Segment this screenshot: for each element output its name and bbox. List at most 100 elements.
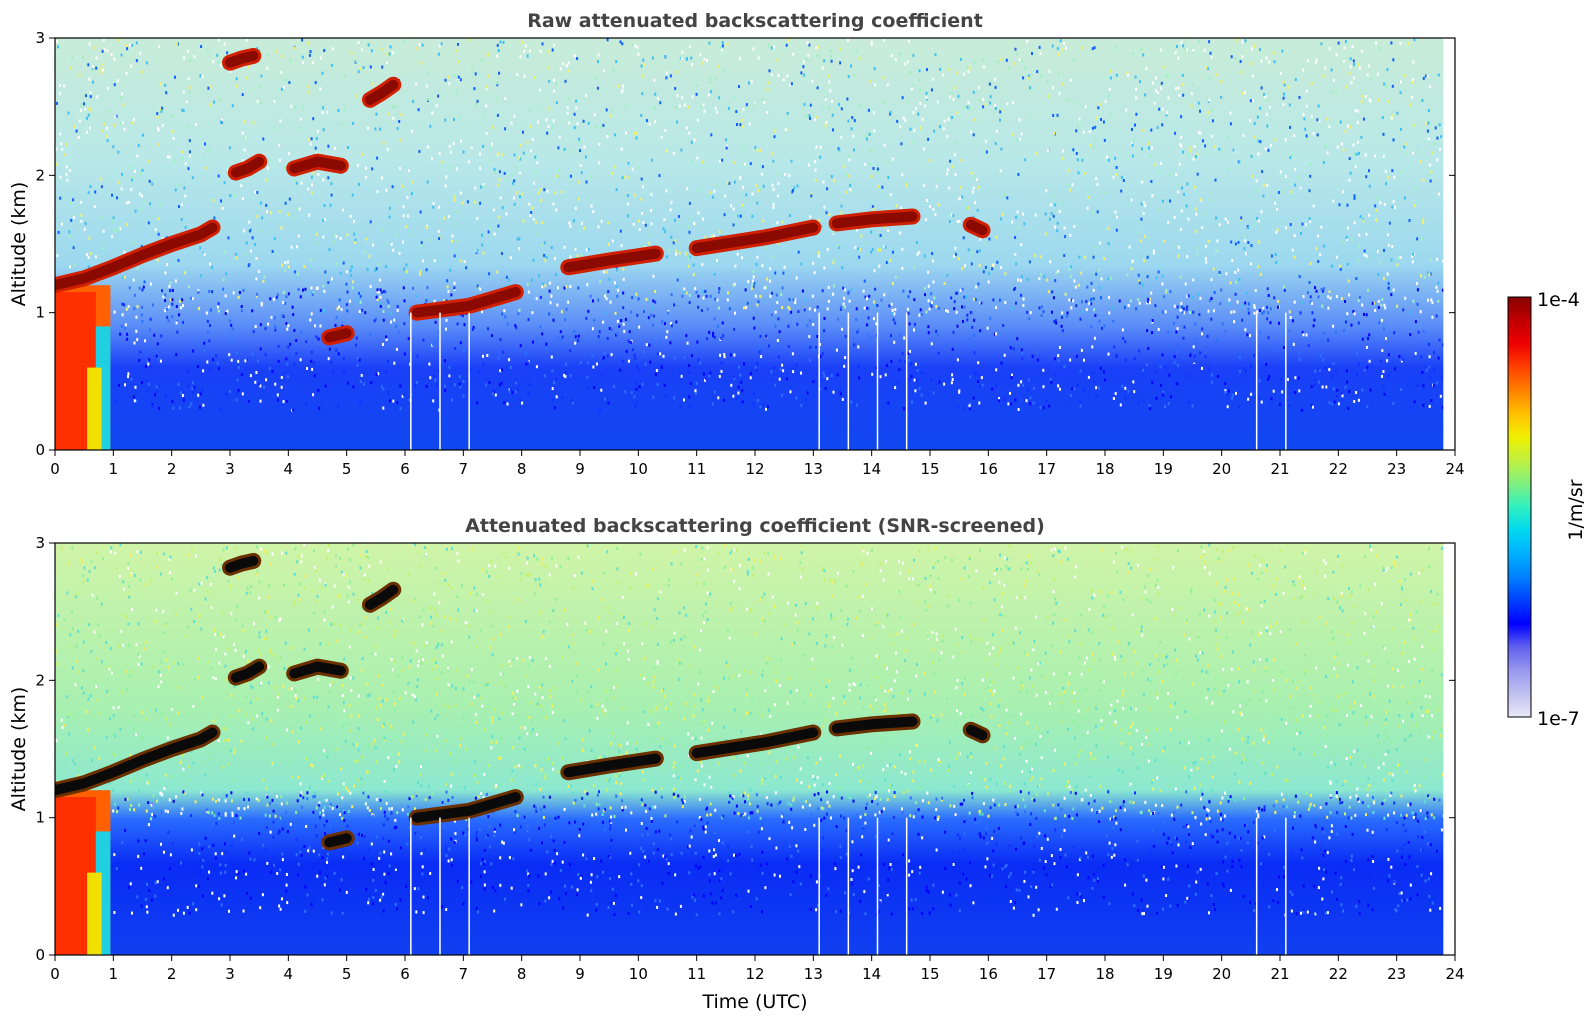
panel-raw-speckle-pixel <box>1219 302 1222 306</box>
panel-raw-speckle-pixel <box>1126 273 1129 277</box>
panel-raw-speckle-pixel <box>829 49 832 53</box>
panel-raw-speckle-pixel <box>1303 117 1306 121</box>
panel-raw-speckle-pixel <box>896 380 899 384</box>
panel-raw-speckle-pixel <box>322 178 325 182</box>
panel-raw-speckle-pixel <box>334 233 337 237</box>
panel-raw-speckle-pixel <box>930 301 933 304</box>
panel-raw-speckle-pixel <box>171 129 174 133</box>
panel-raw-speckle-pixel <box>1220 346 1223 350</box>
panel-raw-speckle-pixel <box>1308 189 1311 193</box>
panel-raw-speckle-pixel <box>635 136 638 140</box>
panel-raw-speckle-pixel <box>594 125 597 129</box>
panel-raw-speckle-pixel <box>1379 360 1382 363</box>
panel-raw-speckle-pixel <box>1107 242 1110 245</box>
panel-raw-speckle-pixel <box>918 78 921 82</box>
panel-raw-speckle-pixel <box>1399 91 1402 95</box>
panel-raw-speckle-pixel <box>724 194 727 198</box>
panel-screened-speckle-pixel <box>112 714 115 717</box>
panel-raw-speckle-pixel <box>112 219 114 223</box>
panel-raw-speckle-pixel <box>487 327 489 331</box>
panel-raw-speckle-pixel <box>1227 220 1229 224</box>
panel-screened-speckle-pixel <box>642 778 645 782</box>
panel-raw-speckle-pixel <box>1328 401 1331 405</box>
panel-raw-speckle-pixel <box>171 114 174 118</box>
panel-raw-speckle-pixel <box>1142 399 1145 403</box>
panel-raw-speckle-pixel <box>357 356 360 360</box>
panel-raw-speckle-pixel <box>165 91 168 95</box>
panel-raw-speckle-pixel <box>686 126 688 130</box>
panel-raw-speckle-pixel <box>179 299 182 303</box>
panel-raw-speckle-pixel <box>1096 183 1099 186</box>
panel-raw-speckle-pixel <box>1394 205 1396 209</box>
panel-raw-speckle-pixel <box>282 301 285 304</box>
panel-raw-speckle-pixel <box>1136 231 1139 235</box>
panel-raw-speckle-pixel <box>748 81 750 85</box>
panel-raw-speckle-pixel <box>839 47 842 51</box>
panel-raw-speckle-pixel <box>855 318 858 321</box>
panel-raw-speckle-pixel <box>878 264 881 268</box>
panel-screened-speckle-pixel <box>1066 557 1069 561</box>
panel-raw-speckle-pixel <box>857 345 860 349</box>
panel-raw-speckle-pixel <box>212 60 215 64</box>
panel-raw-speckle-pixel <box>385 338 388 342</box>
panel-raw-speckle-pixel <box>1424 121 1427 125</box>
panel-raw-speckle-pixel <box>519 171 522 175</box>
panel-raw-speckle-pixel <box>1210 296 1213 300</box>
panel-raw-speckle-pixel <box>909 379 911 382</box>
panel-raw-speckle-pixel <box>826 307 829 311</box>
panel-raw-speckle-pixel <box>1153 101 1156 105</box>
panel-screened-speckle-pixel <box>898 753 901 756</box>
panel-screened-speckle-pixel <box>561 756 563 760</box>
panel-raw-speckle-pixel <box>103 118 106 122</box>
panel-raw-speckle-pixel <box>1312 204 1315 208</box>
panel-raw-speckle-pixel <box>503 401 506 405</box>
panel-raw-speckle-pixel <box>1010 375 1013 379</box>
panel-raw-speckle-pixel <box>181 298 184 302</box>
panel-raw-speckle-pixel <box>1179 275 1182 279</box>
panel-raw-speckle-pixel <box>1056 269 1059 273</box>
panel-raw-speckle-pixel <box>326 110 329 114</box>
panel-raw-speckle-pixel <box>951 165 954 169</box>
panel-raw-speckle-pixel <box>885 364 888 367</box>
panel-raw-speckle-pixel <box>717 324 720 328</box>
panel-raw-speckle-pixel <box>823 205 826 209</box>
panel-raw-speckle-pixel <box>1319 253 1322 257</box>
panel-raw-speckle-pixel <box>308 213 311 217</box>
panel-raw-speckle-pixel <box>119 332 122 336</box>
panel-raw-speckle-pixel <box>859 104 862 108</box>
panel-raw-speckle-pixel <box>624 317 627 321</box>
panel-raw-speckle-pixel <box>948 213 951 217</box>
panel-raw-speckle-pixel <box>1015 262 1018 266</box>
panel-raw-speckle-pixel <box>848 154 851 158</box>
panel-raw-speckle-pixel <box>1014 286 1017 290</box>
panel-raw-speckle-pixel <box>1437 281 1440 285</box>
panel-raw-speckle-pixel <box>330 182 333 186</box>
panel-screened-speckle-pixel <box>1367 659 1370 663</box>
panel-raw-speckle-pixel <box>966 105 969 109</box>
panel-raw-speckle-pixel <box>1011 132 1014 136</box>
panel-screened-speckle-pixel <box>1023 782 1026 786</box>
panel-raw-speckle-pixel <box>914 322 916 326</box>
panel-raw-speckle-pixel <box>141 305 144 309</box>
panel-raw-speckle-pixel <box>883 293 886 297</box>
panel-raw-x-tick-label: 1 <box>109 460 119 478</box>
panel-raw-speckle-pixel <box>606 336 609 340</box>
panel-raw-speckle-pixel <box>545 255 548 259</box>
panel-screened-speckle-pixel <box>652 737 655 741</box>
panel-raw-speckle-pixel <box>761 172 763 176</box>
panel-raw-speckle-pixel <box>556 303 559 307</box>
panel-raw-speckle-pixel <box>387 301 390 304</box>
panel-screened-speckle-pixel <box>700 760 703 764</box>
panel-raw-speckle-pixel <box>307 41 310 45</box>
panel-raw-speckle-pixel <box>1160 87 1163 91</box>
panel-raw-speckle-pixel <box>977 373 980 377</box>
panel-raw-speckle-pixel <box>158 406 161 410</box>
panel-raw-speckle-pixel <box>883 245 886 249</box>
panel-raw-x-tick-label: 18 <box>1095 460 1114 478</box>
panel-raw-speckle-pixel <box>237 366 240 370</box>
panel-raw-speckle-pixel <box>131 43 134 47</box>
panel-raw-speckle-pixel <box>696 340 699 344</box>
panel-raw-speckle-pixel <box>88 42 91 46</box>
panel-raw-speckle-pixel <box>1017 278 1019 282</box>
panel-screened-speckle-pixel <box>1295 732 1298 736</box>
